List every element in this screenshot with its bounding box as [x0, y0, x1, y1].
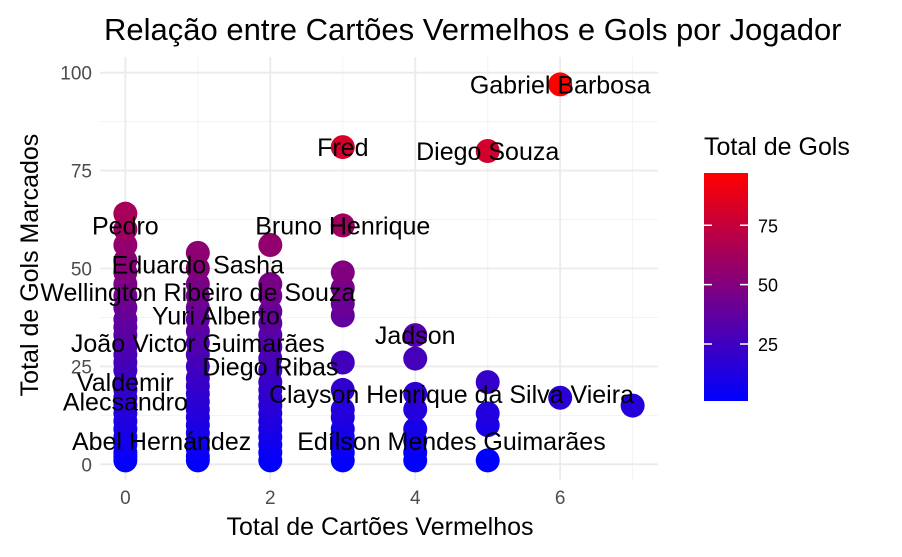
point-label: Jadson — [375, 322, 456, 350]
x-tick-label: 4 — [410, 488, 421, 509]
legend-tick-label: 50 — [758, 276, 778, 296]
data-point — [330, 350, 355, 375]
data-point — [548, 72, 573, 97]
point-label: Edílson Mendes Guimarães — [297, 428, 605, 456]
data-point — [548, 385, 573, 410]
point-label: Abel Hernández — [72, 428, 251, 456]
data-point — [330, 213, 355, 238]
data-point — [185, 240, 210, 265]
data-point — [330, 377, 355, 402]
data-point — [475, 401, 500, 426]
y-tick-label: 100 — [60, 64, 92, 85]
point-label: João Victor Guimarães — [71, 330, 325, 358]
point-label: Alecsandro — [63, 389, 188, 417]
legend-colorbar — [704, 173, 748, 401]
legend-tick-label: 25 — [758, 335, 778, 355]
chart-title: Relação entre Cartões Vermelhos e Gols p… — [104, 12, 842, 47]
point-labels: Gabriel Barbosa Fred Diego Souza Pedro Bruno… — [40, 71, 650, 455]
x-axis-title: Total de Cartões Vermelhos — [226, 513, 533, 541]
data-point — [330, 135, 355, 160]
y-tick-label: 0 — [81, 455, 92, 476]
legend-tick-label: 75 — [758, 216, 778, 236]
axis-ticks: 0 2 4 6 0 25 50 75 100 — [60, 64, 565, 509]
point-label: Yuri Alberto — [152, 303, 280, 331]
point-label: Valdemir — [77, 369, 174, 397]
y-tick-label: 75 — [71, 162, 92, 183]
legend: Total de Gols 25 50 75 — [704, 133, 850, 401]
y-tick-label: 50 — [71, 260, 92, 281]
legend-ticks: 25 50 75 — [704, 216, 778, 355]
point-label: Clayson Henrique da Silva Vieira — [269, 381, 634, 409]
x-tick-label: 2 — [265, 488, 276, 509]
data-point — [403, 417, 428, 442]
point-label: Bruno Henrique — [255, 212, 430, 240]
data-point — [620, 393, 645, 418]
data-point — [403, 323, 428, 348]
y-tick-label: 25 — [71, 357, 92, 378]
point-label: Diego Ribas — [202, 353, 338, 381]
point-label: Pedro — [92, 212, 159, 240]
point-label: Diego Souza — [416, 138, 559, 166]
points — [113, 72, 645, 473]
point-label: Wellington Ribeiro de Souza — [40, 279, 355, 307]
x-tick-label: 6 — [555, 488, 566, 509]
data-point — [330, 260, 355, 285]
data-point — [330, 397, 355, 422]
data-point — [258, 272, 283, 297]
data-point — [475, 370, 500, 395]
data-point — [475, 139, 500, 163]
y-axis-title: Total de Gols Marcados — [16, 134, 44, 397]
data-point — [403, 346, 428, 371]
data-point — [113, 201, 138, 226]
point-label: Gabriel Barbosa — [470, 71, 651, 99]
point-label: Eduardo Sasha — [112, 252, 284, 280]
x-tick-label: 0 — [120, 488, 131, 509]
data-point — [258, 233, 283, 257]
data-point — [475, 448, 500, 473]
legend-title: Total de Gols — [704, 133, 850, 161]
point-label: Fred — [317, 134, 368, 162]
data-point — [403, 381, 428, 406]
